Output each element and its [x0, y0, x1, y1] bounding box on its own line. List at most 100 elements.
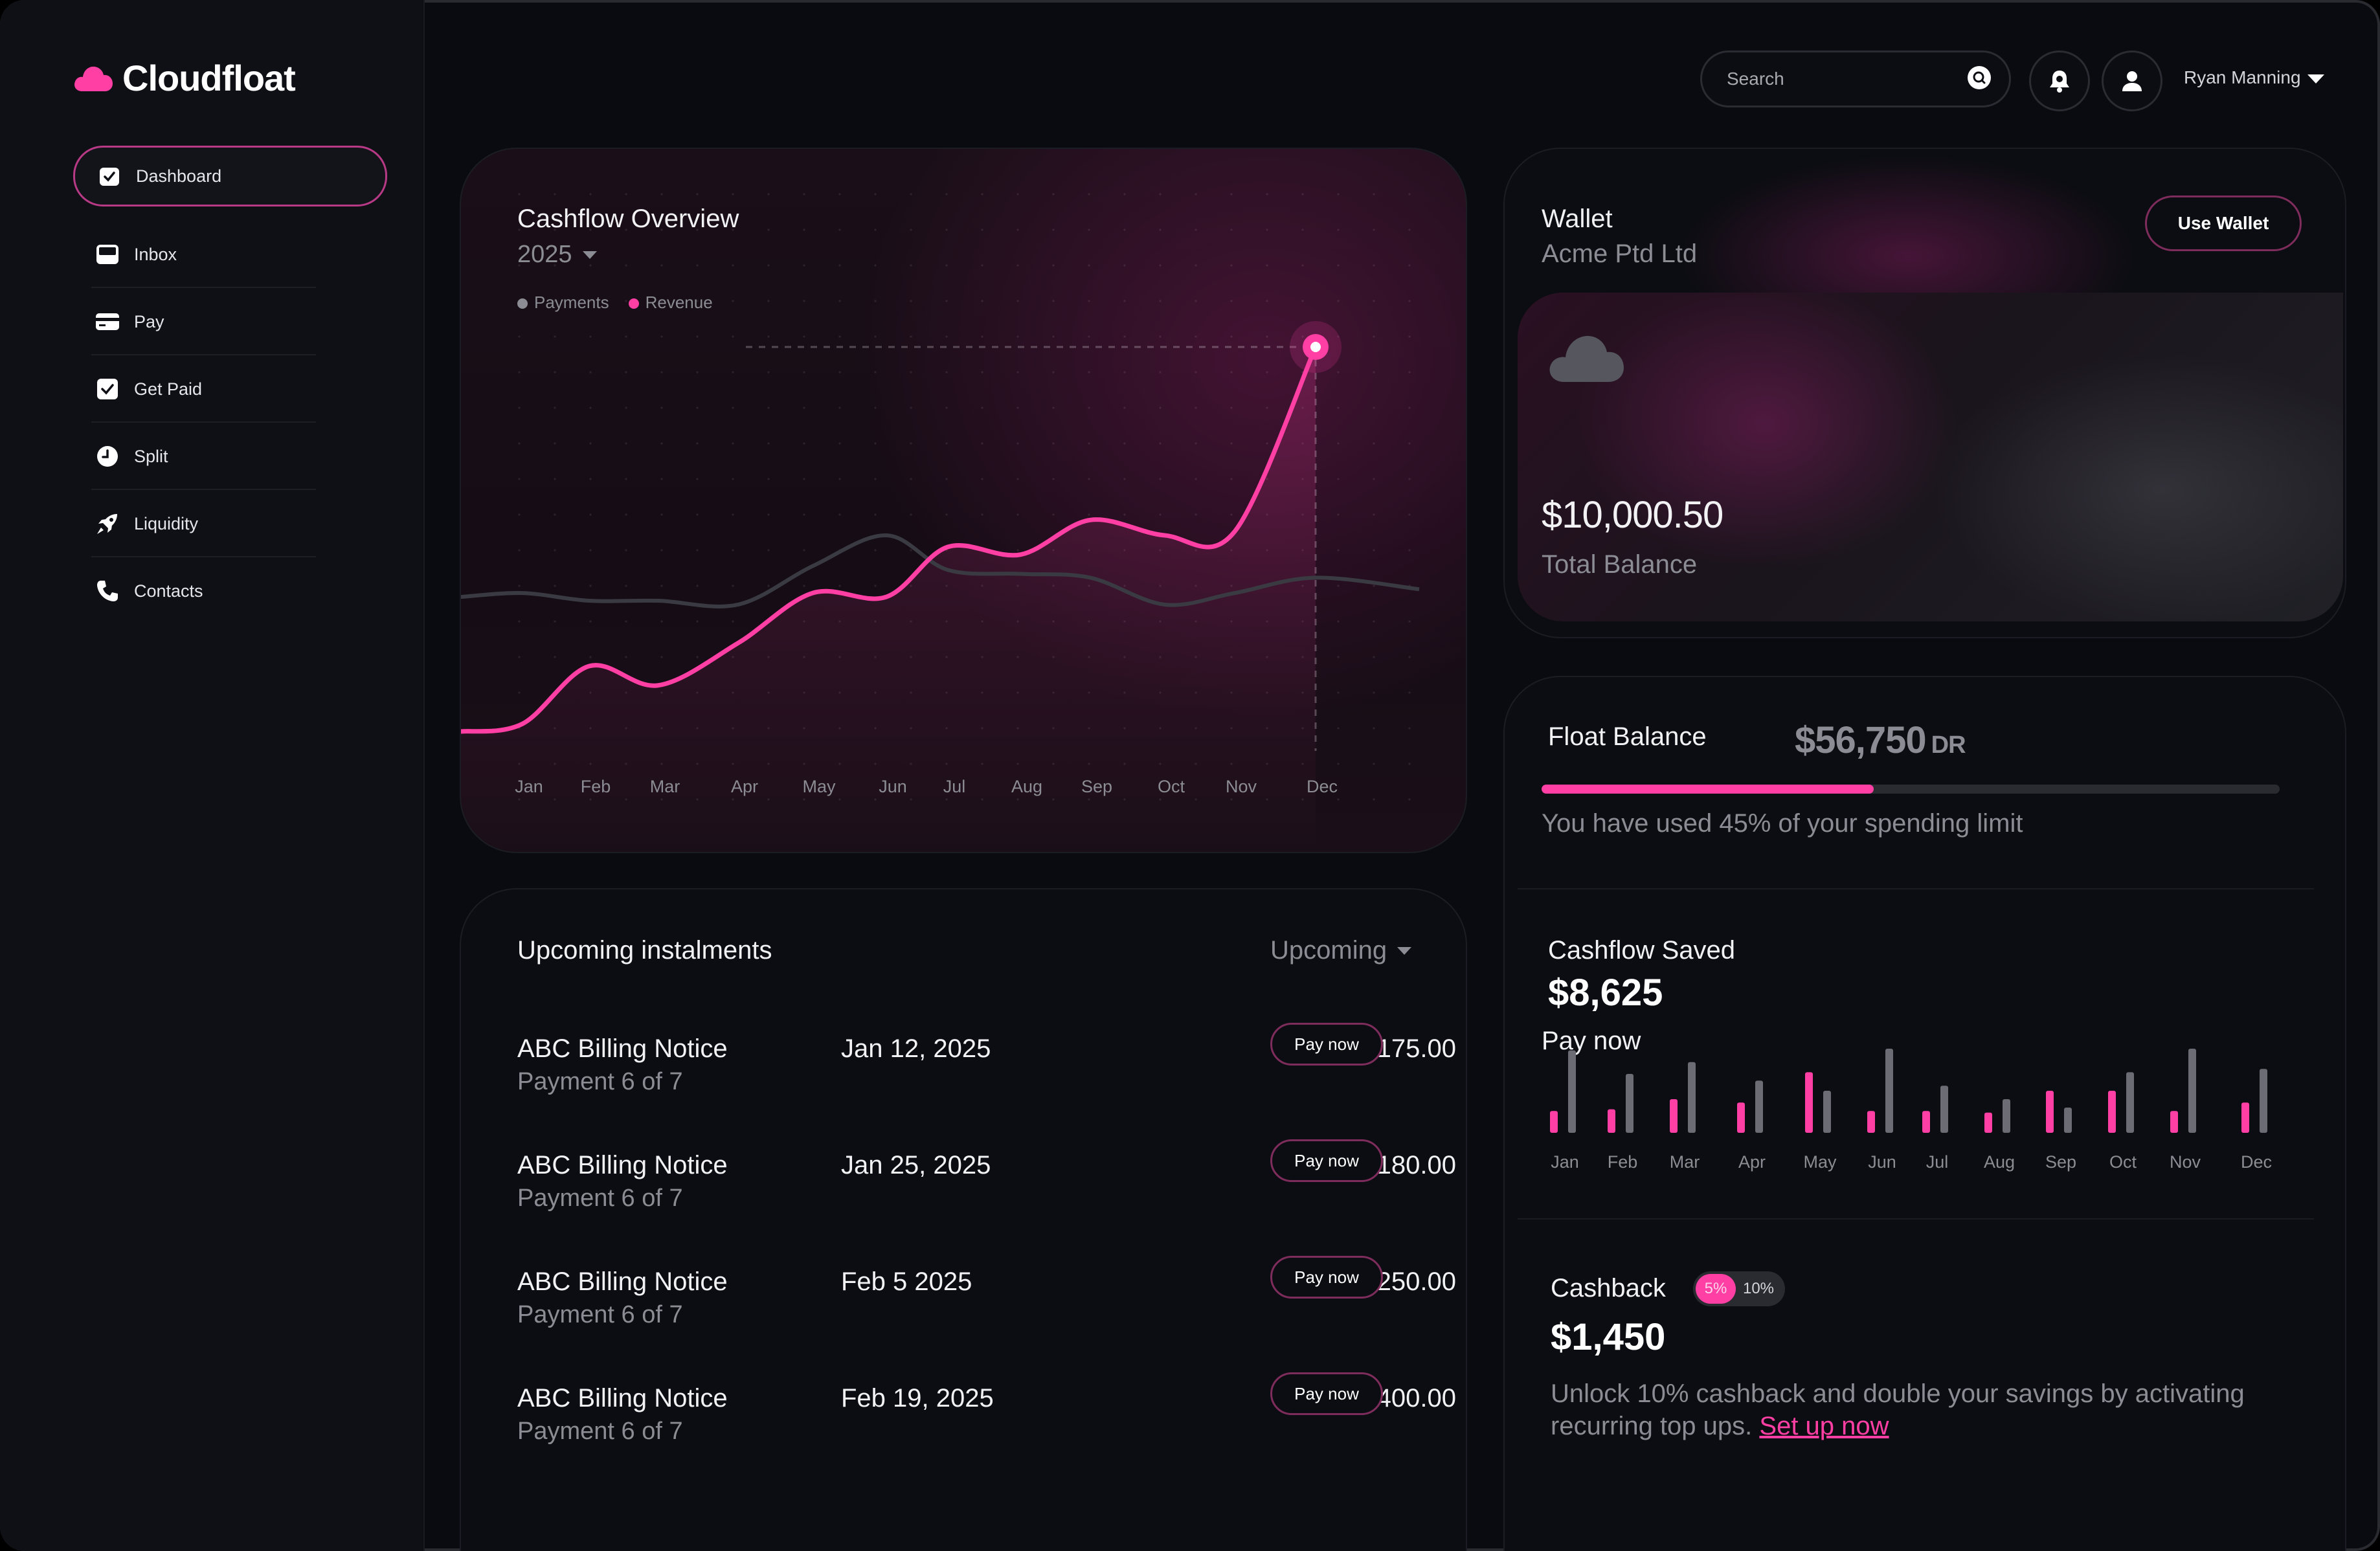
year-selector[interactable]: 2025	[517, 241, 598, 269]
sidebar-item-liquidity[interactable]: Liquidity	[73, 490, 387, 557]
user-name[interactable]: Ryan Manning	[2184, 67, 2301, 87]
split-icon	[95, 444, 120, 469]
use-wallet-button[interactable]: Use Wallet	[2145, 195, 2302, 251]
cashback-option-5[interactable]: 5%	[1696, 1274, 1736, 1304]
grid-dot	[625, 442, 627, 445]
grid-dot	[1266, 442, 1268, 445]
instalment-sub: Payment 6 of 7	[517, 1068, 683, 1095]
pay-now-button[interactable]: Pay now	[1270, 1023, 1383, 1066]
x-tick-label: Jan	[515, 777, 543, 796]
sidebar-item-label: Liquidity	[134, 513, 199, 533]
grid-dot	[945, 193, 948, 195]
grid-dot	[625, 371, 627, 374]
grid-dot	[1123, 193, 1126, 195]
grid-dot	[1373, 193, 1375, 195]
sidebar-item-split[interactable]: Split	[73, 423, 387, 490]
pay-now-button[interactable]: Pay now	[1270, 1372, 1383, 1415]
grid-dot	[803, 513, 805, 516]
grid-dot	[1195, 300, 1197, 302]
grid-dot	[1266, 407, 1268, 409]
grid-dot	[696, 585, 699, 587]
grid-dot	[1088, 442, 1090, 445]
grid-dot	[518, 513, 521, 516]
wallet-title: Wallet	[1542, 205, 1613, 233]
grid-dot	[803, 300, 805, 302]
x-tick-label: Mar	[1670, 1152, 1700, 1172]
table-row: ABC Billing Notice Payment 6 of 7 Jan 25…	[517, 1139, 1456, 1229]
grid-dot	[1408, 478, 1411, 480]
grid-dot	[910, 513, 912, 516]
search-icon[interactable]	[1966, 65, 1992, 94]
grid-dot	[554, 442, 556, 445]
pay-now-button[interactable]: Pay now	[1270, 1139, 1383, 1182]
logo[interactable]: Cloudfloat	[73, 57, 296, 99]
grid-dot	[838, 442, 841, 445]
grid-dot	[732, 335, 734, 338]
grid-dot	[732, 442, 734, 445]
sidebar-nav: Dashboard Inbox Pay Get Paid	[73, 146, 387, 625]
sidebar-item-pay[interactable]: Pay	[73, 288, 387, 355]
profile-button[interactable]	[2102, 50, 2162, 111]
grid-dot	[803, 442, 805, 445]
grid-dot	[945, 478, 948, 480]
cashback-option-10[interactable]: 10%	[1742, 1280, 1775, 1297]
grid-dot	[1230, 513, 1233, 516]
bar-grey	[1688, 1062, 1696, 1133]
grid-dot	[1159, 513, 1162, 516]
setup-link[interactable]: Set up now	[1759, 1412, 1889, 1440]
grid-dot	[732, 371, 734, 374]
app-name: Cloudfloat	[122, 58, 296, 98]
grid-dot	[589, 656, 592, 658]
grid-dot	[1195, 335, 1197, 338]
bar-grey	[1885, 1049, 1893, 1133]
sidebar-item-dashboard[interactable]: Dashboard	[73, 146, 387, 206]
grid-dot	[1266, 229, 1268, 231]
grid-dot	[1159, 371, 1162, 374]
grid-dot	[981, 513, 983, 516]
grid-dot	[1337, 549, 1340, 552]
sidebar-item-contacts[interactable]: Contacts	[73, 557, 387, 625]
grid-dot	[1016, 229, 1019, 231]
grid-dot	[1408, 335, 1411, 338]
revenue-area	[461, 347, 1316, 852]
grid-dot	[1052, 442, 1055, 445]
x-tick-label: Aug	[1011, 777, 1042, 796]
spending-progress	[1542, 785, 2280, 794]
x-tick-label: Dec	[2241, 1152, 2272, 1172]
grid-dot	[1052, 264, 1055, 267]
series-line-payments	[461, 533, 1420, 608]
grid-dot	[1123, 335, 1126, 338]
grid-dot	[1016, 264, 1019, 267]
grid-dot	[874, 478, 877, 480]
sidebar-item-inbox[interactable]: Inbox	[73, 221, 387, 288]
grid-dot	[518, 371, 521, 374]
x-tick-label: Feb	[1608, 1152, 1638, 1172]
chevron-down-icon[interactable]	[2306, 73, 2326, 85]
search-bar[interactable]	[1700, 50, 2011, 107]
x-tick-label: Jan	[1551, 1152, 1579, 1172]
search-input[interactable]	[1725, 68, 1966, 90]
bar-pink	[1737, 1102, 1745, 1133]
grid-dot	[981, 264, 983, 267]
grid-dot	[1337, 442, 1340, 445]
cashback-toggle[interactable]: 5% 10%	[1693, 1271, 1785, 1306]
grid-dot	[1373, 691, 1375, 694]
instalments-filter[interactable]: Upcoming	[1270, 936, 1413, 965]
sidebar-item-get-paid[interactable]: Get Paid	[73, 355, 387, 423]
notifications-button[interactable]	[2029, 50, 2090, 111]
x-tick-label: Jul	[1926, 1152, 1949, 1172]
legend-label: Payments	[534, 293, 609, 312]
grid-dot	[1373, 727, 1375, 730]
grid-dot	[838, 513, 841, 516]
grid-dot	[1373, 798, 1375, 801]
instalment-name: ABC Billing Notice	[517, 1034, 728, 1063]
grid-dot	[1088, 335, 1090, 338]
bar-grey	[1626, 1074, 1633, 1133]
instalment-date: Jan 12, 2025	[841, 1034, 991, 1063]
grid-dot	[518, 335, 521, 338]
pay-now-button[interactable]: Pay now	[1270, 1256, 1383, 1299]
grid-dot	[589, 585, 592, 587]
grid-dot	[1337, 798, 1340, 801]
cashflow-card: Jan Feb Mar Apr May Jun Jul Aug Sep Oct Nov Dec	[460, 148, 1467, 853]
grid-dot	[874, 335, 877, 338]
